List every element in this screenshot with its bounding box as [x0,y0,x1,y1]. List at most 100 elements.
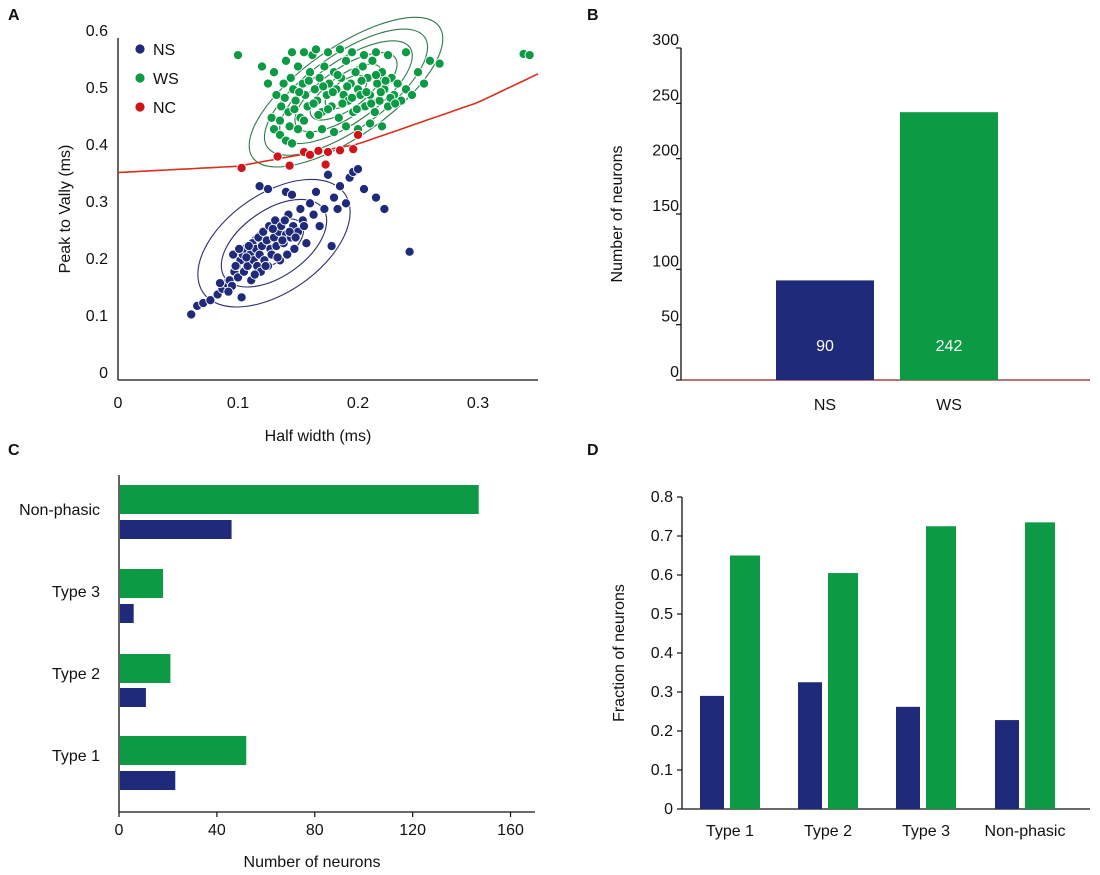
ws-point [310,44,322,55]
x-tick-label: 80 [306,822,324,839]
y-axis-title: Peak to Vally (ms) [57,145,74,274]
ns-point [314,221,325,232]
ws-point [340,121,352,132]
ns-legend-marker [135,44,145,54]
ws-point [298,47,310,58]
ws-point [375,87,386,98]
ws-point [380,75,391,86]
ws-legend-marker [135,73,145,83]
ns-point [243,240,254,252]
ns-point [267,223,278,234]
nc-legend-marker [135,102,145,112]
y-tick-label: 0.8 [651,489,673,506]
ns-point [289,243,300,254]
ns-point [205,295,216,306]
bar-ns [776,280,874,380]
y-tick-label: 0 [99,365,108,382]
decision-boundary-curve [117,73,539,174]
y-category-label: Type 3 [52,584,100,601]
bar-panel-b: 0 50 100 150 200 250 300 90 NS 242 WS Number of neu… [609,32,1090,414]
ws-point [318,81,329,92]
ws-point [392,78,403,89]
ws-point [294,87,305,98]
ws-point [266,112,277,123]
ws-point [342,81,353,92]
bar-panel-c: 0 40 80 120 160 Number of neurons Type 1 Type 2… [19,475,535,871]
x-tick-label: Non-phasic [985,823,1066,840]
ns-legend-label: NS [153,42,175,59]
ws-point [232,50,244,61]
ws-point [350,67,361,78]
y-tick-label: 0.5 [86,80,108,97]
x-axis-title: Number of neurons [244,854,381,871]
ws-point [256,61,268,72]
ws-point [374,95,385,106]
ns-point [290,232,301,243]
y-tick-label: 0.6 [651,567,673,584]
x-tick-label: 0.1 [227,395,249,412]
bar-ws [900,112,998,380]
ns-point [358,183,370,195]
ns-point [301,238,312,249]
bar-ws-type-3 [120,569,164,598]
y-tick-label: 0.2 [86,251,108,268]
ws-point [316,124,328,135]
ws-point [276,101,287,112]
ws-point [376,121,388,132]
bar-ns-type-3 [120,604,134,623]
y-tick-label: 50 [661,309,679,326]
ws-point [308,98,319,109]
ws-point [279,92,290,103]
nc-point [304,149,316,160]
x-tick-label: Type 3 [902,823,950,840]
y-tick-label: 0.4 [86,137,108,154]
y-tick-label: 250 [652,87,679,104]
ns-contour-ring [197,178,351,308]
ns-point [234,243,245,254]
ns-point [370,192,382,203]
y-tick-label: 0.2 [651,723,673,740]
y-category-label: Type 1 [52,748,100,765]
y-category-label: Type 2 [52,666,100,683]
ws-point [332,70,343,81]
bar-ws-type-1 [120,736,247,765]
ns-point [298,221,310,232]
ns-point [328,192,340,203]
x-tick-label: 0.3 [467,395,489,412]
ns-point [286,189,298,200]
x-tick-label: 120 [399,822,426,839]
ns-point [379,203,390,215]
ns-point [223,286,234,297]
ws-contour-ring [248,16,444,168]
x-tick-label: 0 [115,822,124,839]
bar-ns-non-phasic [120,520,232,539]
ws-point [370,70,382,81]
ws-point [327,87,338,98]
bar-ns-type-2 [120,688,146,707]
ws-point [370,47,382,58]
ws-point [322,104,334,115]
ws-point [262,78,274,89]
ws-point [340,55,352,66]
ns-point [272,252,283,263]
ws-point [290,95,301,106]
ns-point [352,164,364,175]
bar-ns-non-phasic [995,720,1019,809]
y-category-label: Non-phasic [19,502,100,519]
ws-point [337,98,348,109]
ws-point [303,75,314,86]
ns-point [279,215,290,226]
y-tick-label: 0.4 [651,645,673,662]
bar-value-label: 90 [816,338,834,355]
ws-point [333,112,344,123]
ws-point [289,104,300,115]
bar-ws-type-2 [120,654,171,683]
x-tick-label: 160 [497,822,524,839]
ns-point [340,198,352,209]
x-tick-label: WS [936,397,962,414]
ws-point [356,75,367,86]
ws-point [280,55,292,66]
ns-point [326,240,337,252]
ns-point [304,198,316,209]
